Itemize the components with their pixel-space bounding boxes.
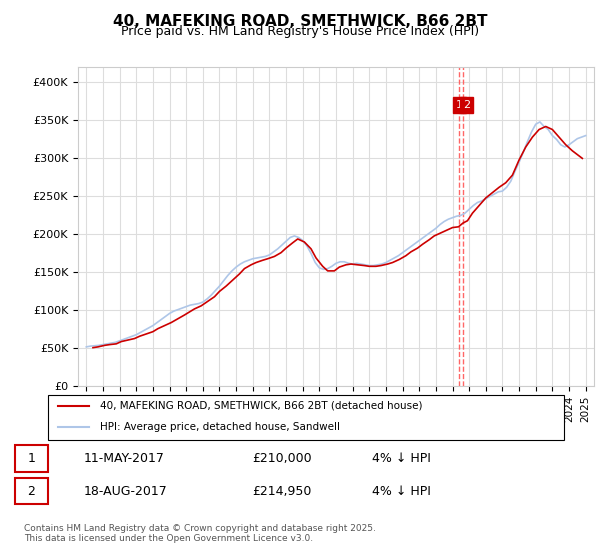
FancyBboxPatch shape (48, 395, 564, 440)
Text: 4% ↓ HPI: 4% ↓ HPI (372, 452, 431, 465)
Text: Price paid vs. HM Land Registry's House Price Index (HPI): Price paid vs. HM Land Registry's House … (121, 25, 479, 38)
Text: 18-AUG-2017: 18-AUG-2017 (84, 484, 168, 498)
FancyBboxPatch shape (15, 445, 48, 472)
Text: 40, MAFEKING ROAD, SMETHWICK, B66 2BT: 40, MAFEKING ROAD, SMETHWICK, B66 2BT (113, 14, 487, 29)
Text: 1: 1 (27, 452, 35, 465)
Text: £210,000: £210,000 (252, 452, 311, 465)
Text: 4% ↓ HPI: 4% ↓ HPI (372, 484, 431, 498)
Text: 40, MAFEKING ROAD, SMETHWICK, B66 2BT (detached house): 40, MAFEKING ROAD, SMETHWICK, B66 2BT (d… (100, 401, 422, 411)
Text: 2: 2 (463, 100, 470, 110)
FancyBboxPatch shape (15, 478, 48, 504)
Text: 11-MAY-2017: 11-MAY-2017 (84, 452, 165, 465)
Text: 2: 2 (27, 484, 35, 498)
Text: Contains HM Land Registry data © Crown copyright and database right 2025.
This d: Contains HM Land Registry data © Crown c… (24, 524, 376, 543)
Text: £214,950: £214,950 (252, 484, 311, 498)
Text: 1: 1 (456, 100, 463, 110)
Text: HPI: Average price, detached house, Sandwell: HPI: Average price, detached house, Sand… (100, 422, 340, 432)
